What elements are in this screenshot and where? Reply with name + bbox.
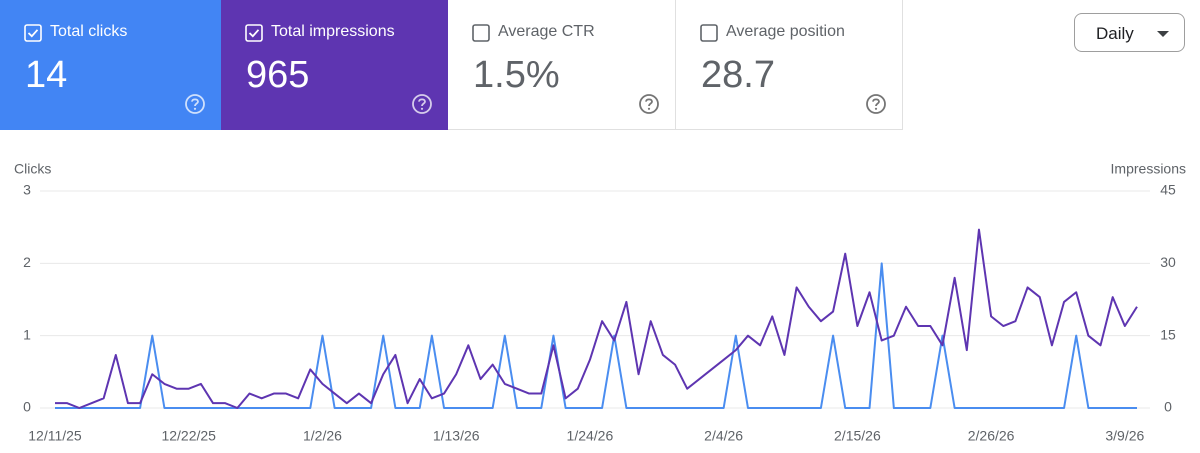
x-tick-label: 3/9/26 [1105, 428, 1144, 444]
metric-card[interactable]: Average CTR 1.5% [448, 0, 676, 130]
x-tick-label: 2/15/26 [834, 428, 881, 444]
y-tick-label: 0 [23, 399, 31, 415]
y2-tick-label: 0 [1164, 399, 1172, 415]
checkbox[interactable] [245, 24, 263, 42]
x-tick-label: 2/4/26 [704, 428, 743, 444]
y2-tick-label: 30 [1160, 254, 1176, 270]
metric-card[interactable]: Total impressions 965 [221, 0, 448, 130]
metric-value: 965 [246, 54, 310, 96]
metric-value: 14 [25, 54, 68, 96]
metric-label: Total clicks [50, 23, 128, 40]
metric-card[interactable]: Total clicks 14 [0, 0, 221, 130]
metric-label: Average position [726, 23, 845, 40]
metric-card[interactable]: Average position 28.7 [676, 0, 903, 130]
dropdown-caret [1157, 31, 1169, 37]
x-tick-label: 12/11/25 [28, 428, 82, 444]
x-tick-label: 2/26/26 [968, 428, 1015, 444]
y2-tick-label: 45 [1160, 182, 1176, 198]
metric-label: Total impressions [271, 23, 395, 40]
metric-value: 1.5% [473, 54, 560, 96]
y2-axis-title: Impressions [1111, 161, 1186, 177]
dropdown-label: Daily [1096, 24, 1134, 43]
help-icon[interactable] [184, 93, 206, 115]
metric-value: 28.7 [701, 54, 775, 96]
y-tick-label: 2 [23, 254, 31, 270]
y2-tick-label: 15 [1160, 326, 1176, 342]
metric-label: Average CTR [498, 23, 595, 40]
x-tick-label: 1/13/26 [433, 428, 480, 444]
x-tick-label: 1/24/26 [567, 428, 614, 444]
y-tick-label: 3 [23, 182, 31, 198]
period-dropdown[interactable]: Daily [1074, 13, 1185, 52]
y-tick-label: 1 [23, 326, 31, 342]
help-icon[interactable] [638, 93, 660, 115]
help-icon[interactable] [411, 93, 433, 115]
series-line [55, 228, 1138, 409]
help-icon[interactable] [865, 93, 887, 115]
x-tick-label: 1/2/26 [303, 428, 342, 444]
x-tick-label: 12/22/25 [161, 428, 216, 444]
checkbox[interactable] [24, 24, 42, 42]
checkbox[interactable] [700, 24, 718, 42]
y-axis-title: Clicks [14, 161, 51, 177]
checkbox[interactable] [472, 24, 490, 42]
